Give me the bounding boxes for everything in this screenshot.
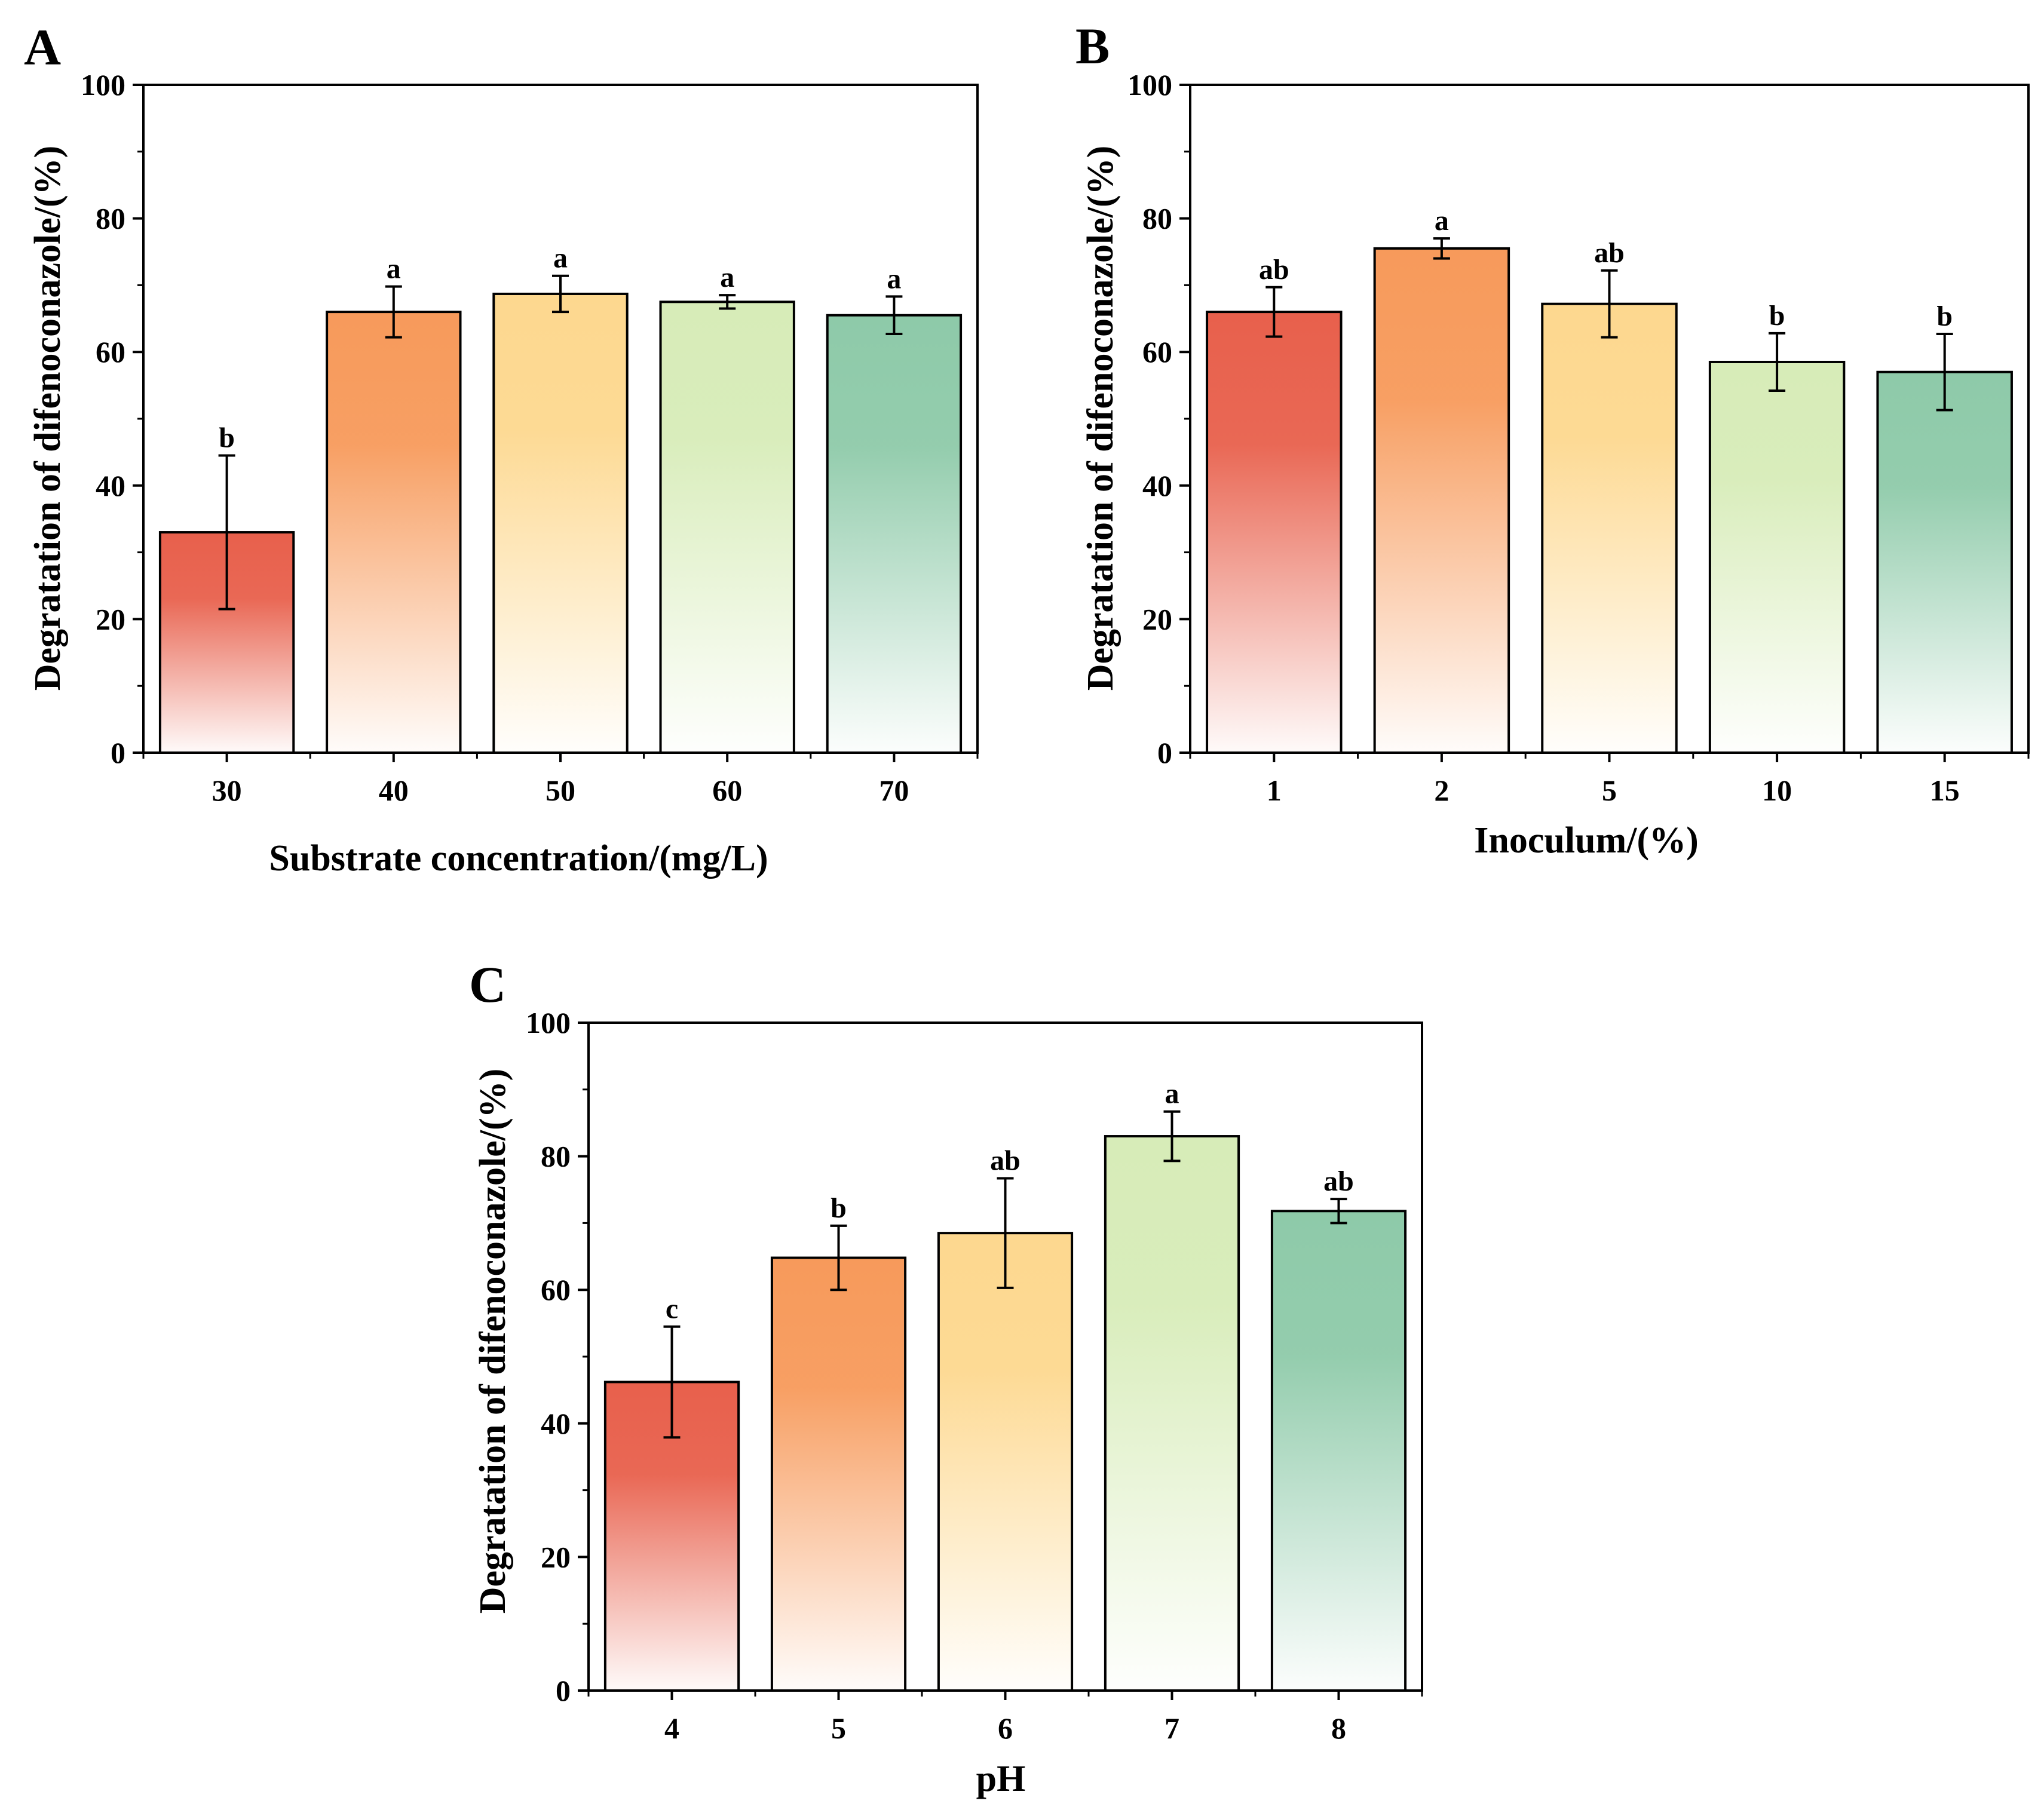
y-tick-label: 80 bbox=[541, 1140, 571, 1173]
plot-area: b 30 a 40 a 50 a 60 a 70 0 20 40 60 80 100 bbox=[81, 68, 979, 807]
bar bbox=[770, 1256, 907, 1692]
plot-frame bbox=[587, 1022, 1423, 1692]
x-tick-label: 4 bbox=[664, 1711, 679, 1745]
bar bbox=[1270, 1210, 1407, 1692]
x-tick-label: 40 bbox=[379, 774, 409, 807]
y-tick-label: 100 bbox=[526, 1006, 571, 1039]
plot-frame bbox=[142, 84, 979, 754]
bar bbox=[326, 311, 462, 754]
bar bbox=[1876, 370, 2013, 754]
x-tick-label: 6 bbox=[998, 1711, 1013, 1745]
significance-label: a bbox=[1165, 1078, 1179, 1110]
x-tick-label: 1 bbox=[1267, 774, 1282, 807]
x-tick-label: 30 bbox=[212, 774, 242, 807]
bar bbox=[1206, 311, 1343, 754]
y-tick-label: 40 bbox=[1142, 469, 1172, 502]
significance-label: b bbox=[1936, 300, 1953, 332]
panel-a: A Degratation of difenoconazole/(%) Subs… bbox=[24, 19, 979, 879]
x-tick-label: 70 bbox=[879, 774, 909, 807]
x-axis-title: pH bbox=[976, 1759, 1026, 1799]
y-tick-label: 100 bbox=[81, 68, 125, 102]
x-tick-label: 7 bbox=[1165, 1711, 1179, 1745]
significance-label: b bbox=[219, 422, 235, 453]
y-tick-label: 40 bbox=[541, 1407, 571, 1440]
x-tick-label: 50 bbox=[546, 774, 575, 807]
x-axis-title: Inoculum/(%) bbox=[1474, 820, 1698, 861]
y-tick-label: 60 bbox=[541, 1273, 571, 1306]
x-tick-label: 2 bbox=[1434, 774, 1449, 807]
panel-c: C Degratation of difenoconazole/(%) pH c… bbox=[469, 956, 1423, 1799]
significance-label: ab bbox=[990, 1145, 1021, 1176]
x-tick-label: 60 bbox=[712, 774, 742, 807]
significance-label: a bbox=[553, 243, 568, 274]
significance-label: ab bbox=[1259, 254, 1289, 286]
y-axis-title: Degratation of difenoconazole/(%) bbox=[473, 1069, 513, 1614]
x-tick-label: 10 bbox=[1762, 774, 1792, 807]
x-tick-label: 5 bbox=[831, 1711, 846, 1745]
y-tick-label: 0 bbox=[111, 736, 125, 769]
y-tick-label: 60 bbox=[1142, 335, 1172, 369]
x-tick-label: 15 bbox=[1930, 774, 1960, 807]
y-tick-label: 100 bbox=[1127, 68, 1172, 102]
panel-letter: A bbox=[24, 19, 61, 76]
y-tick-label: 80 bbox=[96, 202, 125, 235]
panel-letter: B bbox=[1075, 17, 1110, 75]
significance-label: a bbox=[720, 262, 734, 293]
y-axis-title: Degratation of difenoconazole/(%) bbox=[1080, 146, 1121, 691]
y-tick-label: 60 bbox=[96, 335, 125, 369]
bar bbox=[492, 292, 629, 754]
y-tick-label: 40 bbox=[96, 469, 125, 502]
bar bbox=[1708, 360, 1846, 754]
bar bbox=[659, 300, 795, 754]
significance-label: a bbox=[1435, 205, 1449, 237]
panel-b: B Degratation of difenoconazole/(%) Inoc… bbox=[1075, 17, 2030, 861]
bar bbox=[1541, 302, 1678, 754]
panel-letter: C bbox=[469, 956, 506, 1013]
bar bbox=[1373, 247, 1510, 754]
bar bbox=[937, 1232, 1074, 1692]
plot-area: ab 1 a 2 ab 5 b 10 b 15 0 20 40 60 80 100 bbox=[1127, 68, 2030, 807]
x-tick-label: 8 bbox=[1331, 1711, 1346, 1745]
bar bbox=[1104, 1135, 1240, 1692]
y-tick-label: 0 bbox=[556, 1674, 571, 1707]
y-tick-label: 20 bbox=[1142, 602, 1172, 636]
significance-label: b bbox=[1769, 300, 1785, 332]
significance-label: ab bbox=[1323, 1165, 1354, 1197]
y-tick-label: 80 bbox=[1142, 202, 1172, 235]
significance-label: c bbox=[666, 1293, 678, 1325]
significance-label: b bbox=[831, 1192, 847, 1224]
plot-frame bbox=[1189, 84, 2030, 754]
x-axis-title: Substrate concentration/(mg/L) bbox=[269, 838, 768, 879]
y-tick-label: 20 bbox=[541, 1540, 571, 1573]
y-tick-label: 20 bbox=[96, 602, 125, 636]
y-axis-title: Degratation of difenoconazole/(%) bbox=[27, 146, 68, 691]
significance-label: a bbox=[887, 263, 901, 295]
bar bbox=[826, 314, 963, 754]
x-tick-label: 5 bbox=[1602, 774, 1617, 807]
significance-label: ab bbox=[1594, 237, 1625, 269]
y-tick-label: 0 bbox=[1157, 736, 1172, 769]
significance-label: a bbox=[387, 253, 401, 285]
